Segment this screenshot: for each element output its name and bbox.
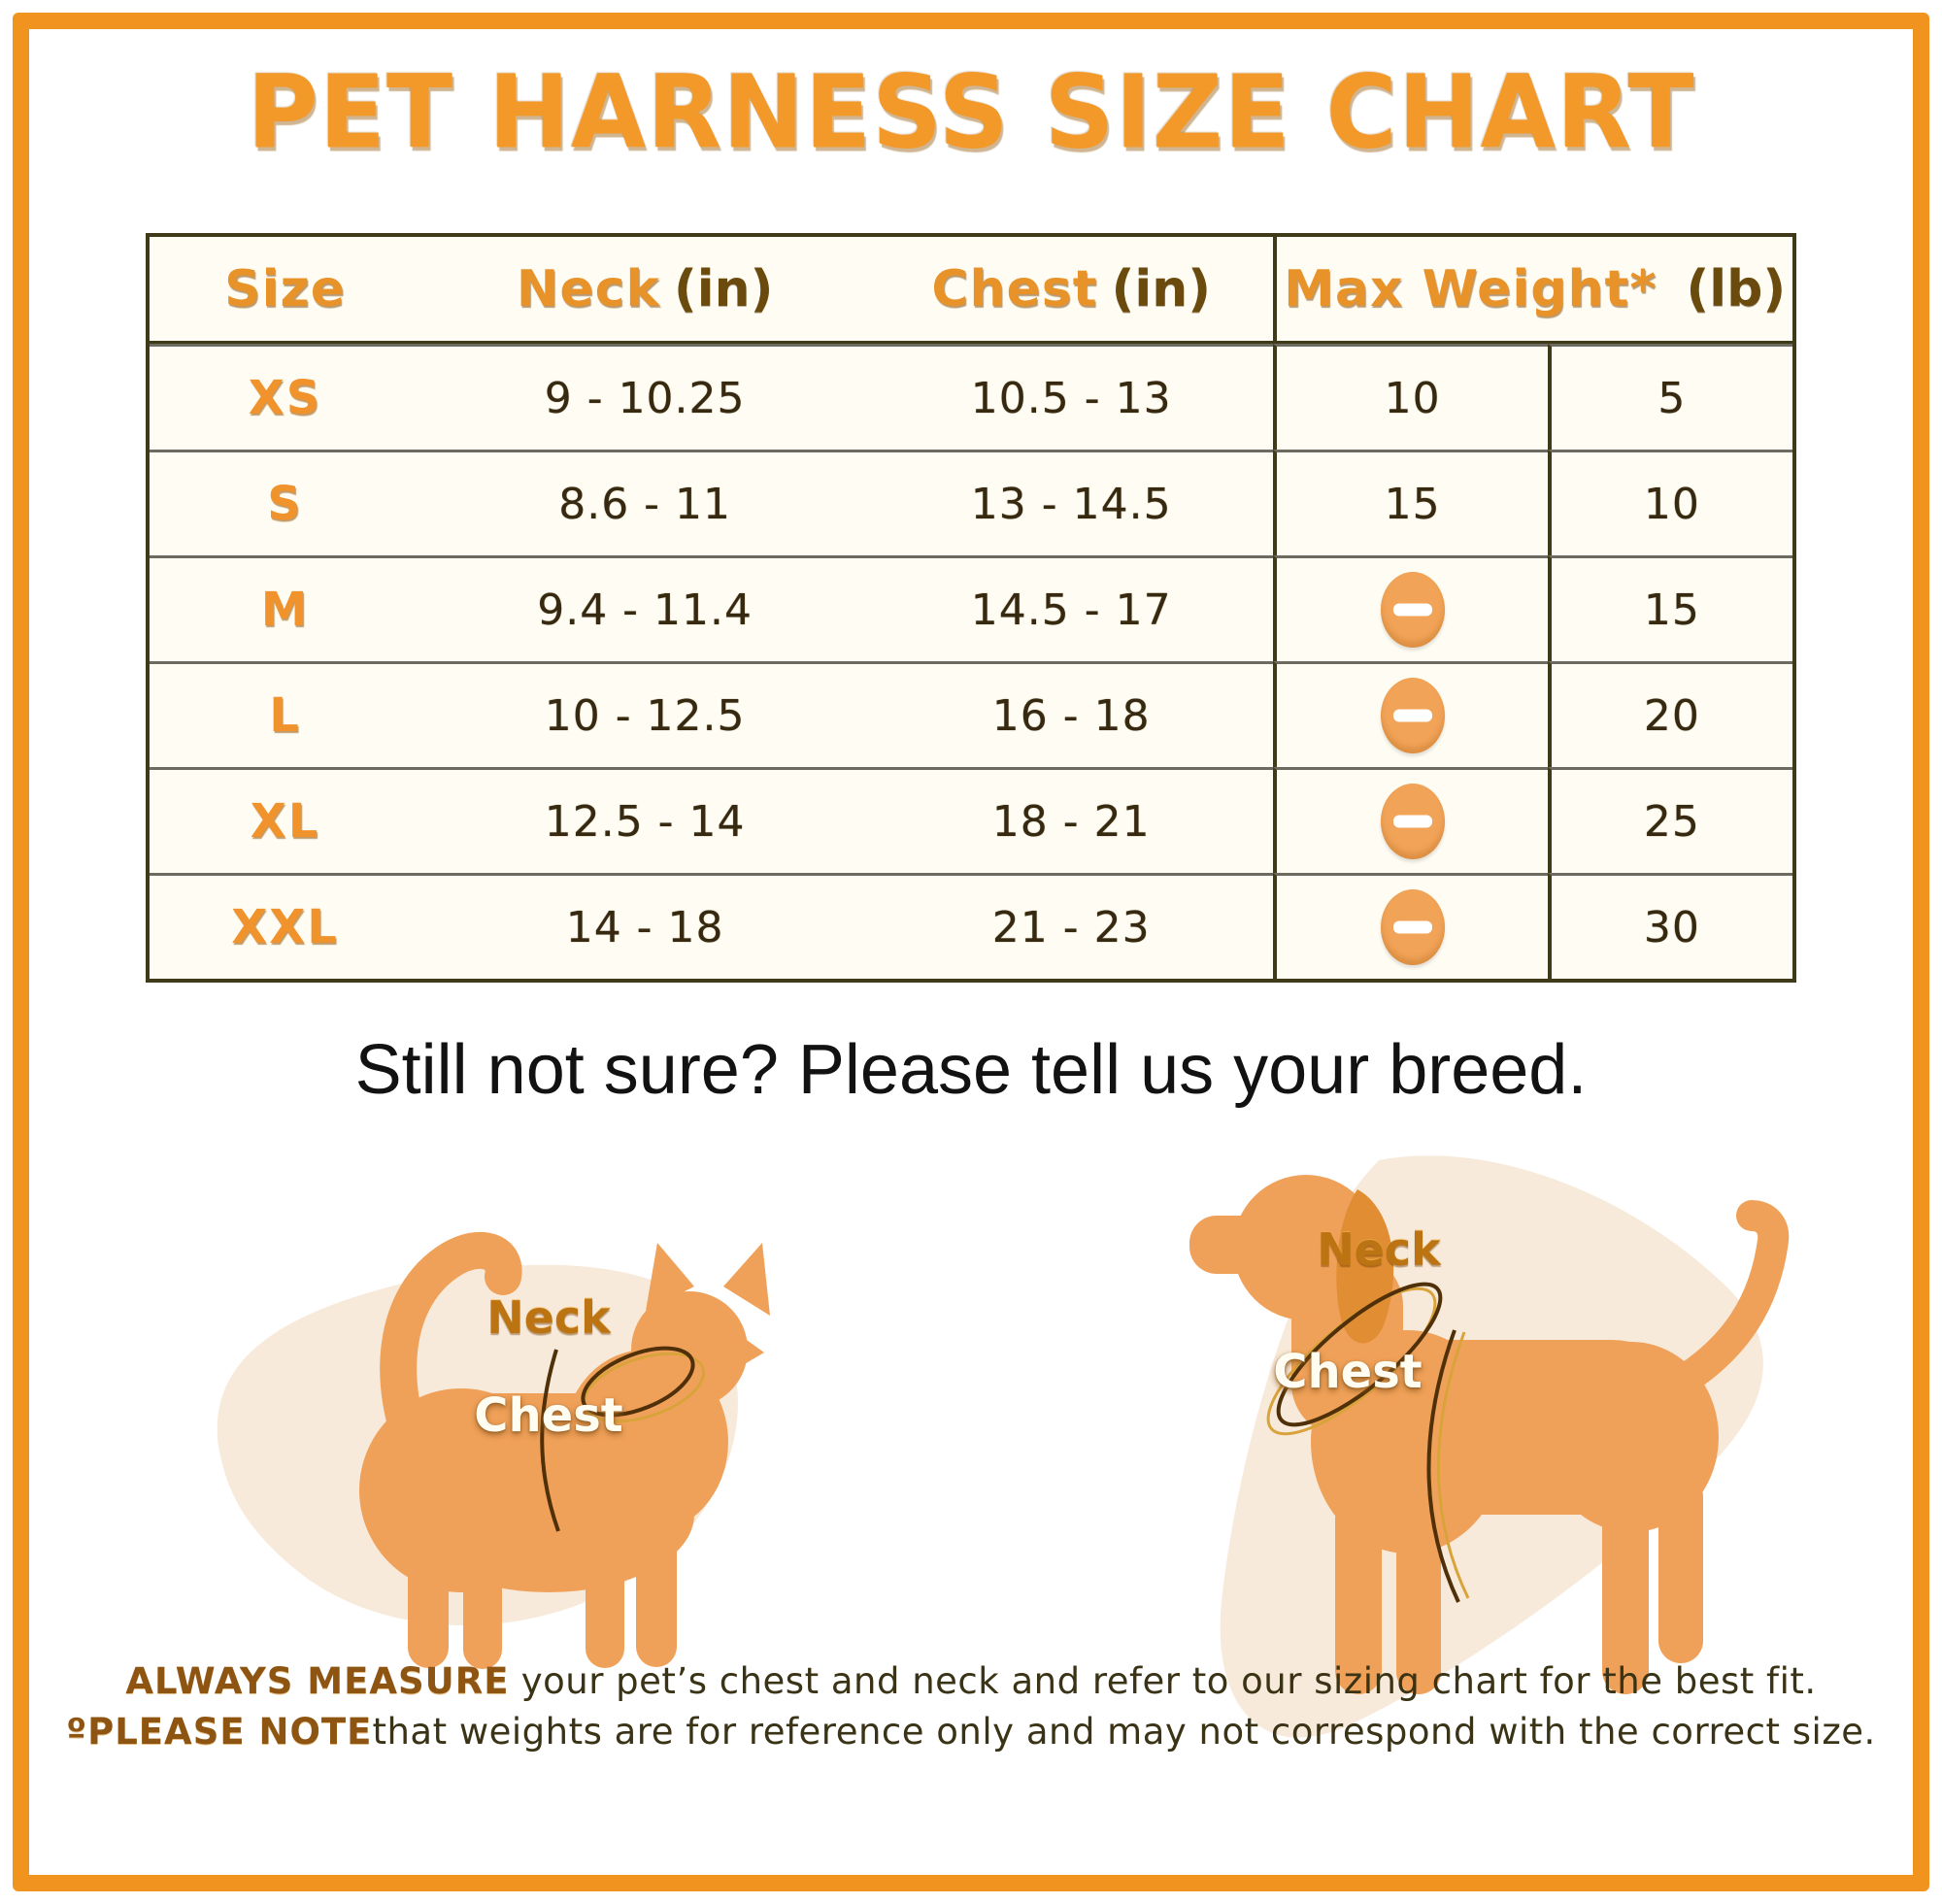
header-size-label: Size (224, 259, 346, 318)
size-cell: XL (150, 767, 421, 873)
chest-cell: 14.5 - 17 (869, 555, 1274, 661)
neck-cell: 8.6 - 11 (420, 450, 870, 555)
cat-neck-label: Neck (486, 1291, 611, 1344)
header-neck-label: Neck (516, 259, 661, 318)
table-header-row: Size Neck (in) Chest (in) Max Weight* (l… (150, 237, 1792, 344)
dog-ear (1336, 1189, 1394, 1344)
footer-line-1-text: your pet’s chest and neck and refer to o… (509, 1660, 1817, 1702)
minus-icon-bar (1392, 603, 1432, 617)
max-weight-col2-cell: 10 (1547, 450, 1792, 555)
chest-cell: 21 - 23 (869, 873, 1274, 979)
header-neck: Neck (in) (420, 237, 869, 341)
size-cell: S (150, 450, 421, 555)
dog-snout (1189, 1216, 1321, 1274)
cat-silhouette-graphic (217, 1232, 770, 1669)
max-weight-col1-cell: 15 (1273, 450, 1548, 555)
table-row: L 10 - 12.5 16 - 18 20 (150, 661, 1792, 767)
dog-silhouette-graphic (1189, 1155, 1790, 1738)
size-cell: M (150, 555, 421, 661)
dog-illustration: Neck Chest (1097, 1136, 1855, 1757)
table-row: S 8.6 - 11 13 - 14.5 15 10 (150, 450, 1792, 555)
cat-illustration: Neck Chest (180, 1151, 820, 1675)
cat-ear-left (646, 1243, 694, 1311)
page-title: PET HARNESS SIZE CHART (247, 52, 1695, 172)
neck-cell: 12.5 - 14 (420, 767, 870, 873)
dog-chest-harness-strap-gold (1437, 1331, 1470, 1599)
cat-tail (380, 1232, 522, 1475)
cat-chest-harness-strap (540, 1349, 560, 1532)
minus-icon (1380, 889, 1445, 965)
minus-icon (1380, 572, 1445, 648)
footer-line-2-text: that weights are for reference only and … (372, 1711, 1876, 1753)
dog-neck-harness-loop (1276, 1282, 1443, 1427)
dog-chest-label: Chest (1273, 1345, 1423, 1399)
max-weight-col1-cell (1273, 873, 1548, 979)
header-max-weight-unit: (lb) (1686, 259, 1787, 318)
neck-cell: 9.4 - 11.4 (420, 555, 870, 661)
dog-neck-label: Neck (1317, 1223, 1441, 1276)
header-chest-unit: (in) (1111, 259, 1211, 318)
header-chest-label: Chest (931, 259, 1098, 318)
cat-ear-right (723, 1243, 770, 1316)
chest-cell: 18 - 21 (869, 767, 1274, 873)
max-weight-col1-cell: 10 (1273, 344, 1548, 450)
header-neck-unit: (in) (674, 259, 774, 318)
dog-body (1189, 1175, 1790, 1694)
cat-chest-label: Chest (474, 1388, 623, 1443)
table-row: M 9.4 - 11.4 14.5 - 17 15 (150, 555, 1792, 661)
neck-cell: 10 - 12.5 (420, 661, 870, 767)
max-weight-col2-cell: 25 (1547, 767, 1792, 873)
table-row: XS 9 - 10.25 10.5 - 13 10 5 (150, 344, 1792, 450)
max-weight-col2-cell: 30 (1547, 873, 1792, 979)
header-size: Size (150, 237, 420, 341)
size-cell: XXL (150, 873, 421, 979)
minus-icon (1380, 678, 1445, 753)
chest-cell: 10.5 - 13 (869, 344, 1274, 450)
chest-cell: 13 - 14.5 (869, 450, 1274, 555)
footer-line-1: ALWAYS MEASURE your pet’s chest and neck… (0, 1656, 1942, 1707)
minus-icon-bar (1392, 815, 1432, 828)
neck-cell: 14 - 18 (420, 873, 870, 979)
size-cell: XS (150, 344, 421, 450)
minus-icon-bar (1392, 709, 1432, 722)
breed-question-text: Still not sure? Please tell us your bree… (354, 1031, 1588, 1109)
footer-line-1-bold: ALWAYS MEASURE (125, 1660, 510, 1702)
neck-cell: 9 - 10.25 (420, 344, 870, 450)
dog-tail (1655, 1200, 1790, 1404)
max-weight-col2-cell: 5 (1547, 344, 1792, 450)
table-row: XL 12.5 - 14 18 - 21 25 (150, 767, 1792, 873)
footer-line-2-bold: ºPLEASE NOTE (66, 1711, 373, 1753)
size-cell: L (150, 661, 421, 767)
footer-line-2: ºPLEASE NOTEthat weights are for referen… (0, 1707, 1942, 1757)
max-weight-col1-cell (1273, 767, 1548, 873)
footer-notes: ALWAYS MEASURE your pet’s chest and neck… (0, 1656, 1942, 1757)
max-weight-col1-cell (1273, 555, 1548, 661)
size-table: Size Neck (in) Chest (in) Max Weight* (l… (146, 233, 1796, 983)
chest-cell: 16 - 18 (869, 661, 1274, 767)
max-weight-col2-cell: 15 (1547, 555, 1792, 661)
max-weight-col2-cell: 20 (1547, 661, 1792, 767)
max-weight-col1-cell (1273, 661, 1548, 767)
dog-chest-harness-strap (1426, 1329, 1460, 1603)
table-row: XXL 14 - 18 21 - 23 30 (150, 873, 1792, 979)
minus-icon-bar (1392, 920, 1432, 934)
header-max-weight-label: Max Weight* (1284, 259, 1657, 318)
cat-muzzle (731, 1330, 764, 1372)
minus-icon (1380, 784, 1445, 859)
header-max-weight: Max Weight* (lb) (1273, 237, 1792, 341)
cat-body (359, 1232, 770, 1669)
cat-neck-harness-loop (581, 1346, 695, 1418)
header-chest: Chest (in) (869, 237, 1273, 341)
